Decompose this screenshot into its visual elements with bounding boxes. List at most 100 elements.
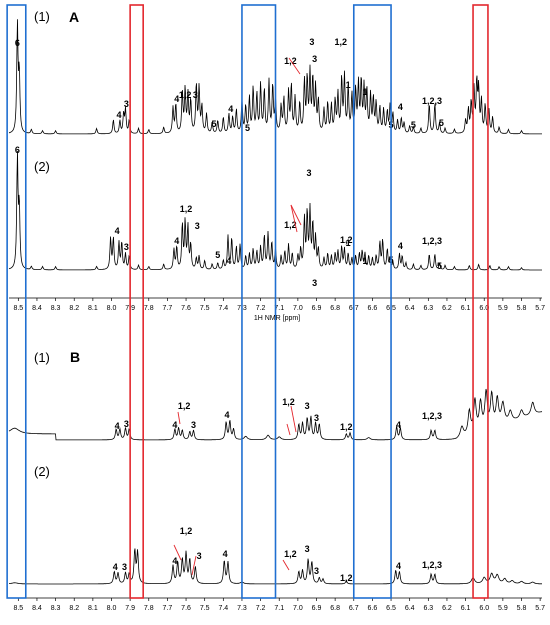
x-axis-b-tick-label: 6.8 (330, 605, 340, 612)
peak-label: 1,2,3 (422, 236, 442, 246)
x-axis-a-tick-label: 6.3 (423, 305, 433, 312)
peak-label: 1,2 (334, 37, 347, 47)
x-axis-b-tick-label: 5.8 (517, 605, 527, 612)
x-axis-b-tick-label: 7.1 (274, 605, 284, 612)
x-axis-a-tick-label: 7.2 (256, 305, 266, 312)
x-axis-a-tick-label: 7.4 (218, 305, 228, 312)
x-axis-b-tick-label: 7.4 (218, 605, 228, 612)
peak-label: 5 (439, 118, 444, 128)
x-axis-a-tick-label: 8.3 (51, 305, 61, 312)
peak-annotations: 643 4 1,2 35451,2331,2115451,2,356431,24345… (15, 37, 444, 583)
panel-letter-a: A (69, 9, 79, 25)
peak-label: 1,2 (179, 90, 192, 100)
peak-label: 1,2 (340, 235, 353, 245)
x-axis-b-tick-label: 7.5 (200, 605, 210, 612)
peak-label: 4 (396, 561, 401, 571)
x-axis-b-tick-label: 6.3 (423, 605, 433, 612)
x-axis-b-tick-label: 6.5 (386, 605, 396, 612)
x-axis-b-tick-label: 7.7 (163, 605, 173, 612)
trace-label-a1: (1) (34, 9, 50, 24)
x-axis-b-tick-label: 7.2 (256, 605, 266, 612)
peak-label: 3 (314, 413, 319, 423)
peak-label: 1,2,3 (422, 96, 442, 106)
peak-label: 4 (113, 562, 118, 572)
peak-label: 3 (312, 54, 317, 64)
peak-label: 1,2 (180, 204, 193, 214)
x-axis-a-tick-label: 6.8 (330, 305, 340, 312)
peak-label: 1,2 (180, 526, 193, 536)
x-axis-b-tick-label: 6.6 (368, 605, 378, 612)
x-axis-b-tick-label: 7.3 (237, 605, 247, 612)
peak-label: 1 (362, 256, 367, 266)
peak-label: 3 (195, 221, 200, 231)
x-axis-a-tick-label: 6.4 (405, 305, 415, 312)
x-axis-b-tick-label: 8.1 (88, 605, 98, 612)
x-axis-b-tick-label: 8.4 (32, 605, 42, 612)
peak-label: 4 (174, 94, 179, 104)
peak-label: 1,2 (178, 401, 191, 411)
peak-label: 4 (174, 236, 179, 246)
x-axis-a-tick-label: 8.0 (107, 305, 117, 312)
peak-label: 4 (223, 549, 228, 559)
peak-label: 5 (211, 119, 216, 129)
x-axis-b-tick-label: 6.0 (479, 605, 489, 612)
x-axis-a-tick-label: 8.2 (69, 305, 79, 312)
x-axis-b-tick-label: 6.1 (461, 605, 471, 612)
leader-line (177, 411, 181, 425)
ppm-axes: 8.5 8.4 8.3 8.2 8.1 8.0 7.9 7.8 7.7 7.6 7.5 7.4 7.3 7… (9, 297, 545, 612)
peak-label: 1,2 (284, 220, 297, 230)
peak-label: 6 (15, 145, 20, 155)
peak-label: 4 (116, 110, 121, 120)
x-axis-a-tick-label: 5.7 (535, 305, 545, 312)
peak-label: 3 (312, 278, 317, 288)
highlight-box (352, 4, 392, 599)
peak-label: 5 (245, 123, 250, 133)
peak-label: 1,2 (340, 573, 353, 583)
leader-line (290, 204, 298, 233)
x-axis-b-tick-label: 7.6 (181, 605, 191, 612)
peak-label: 1,2,3 (422, 560, 442, 570)
axis-title-a: 1H NMR [ppm] (254, 315, 300, 322)
x-axis-b-tick-label: 8.2 (69, 605, 79, 612)
x-axis-b-tick-label: 8.0 (107, 605, 117, 612)
peak-label: 4 (396, 420, 401, 430)
x-axis-a-tick-label: 7.6 (181, 305, 191, 312)
x-axis-b-tick-label: 5.9 (498, 605, 508, 612)
x-axis-a-tick-label: 7.5 (200, 305, 210, 312)
x-axis-b-tick-label: 5.7 (535, 605, 545, 612)
leader-line (290, 405, 297, 433)
peak-label: 1 (362, 87, 367, 97)
highlight-boxes (6, 4, 489, 599)
x-axis-a-tick-label: 6.2 (442, 305, 452, 312)
trace-label-a2: (2) (34, 159, 50, 174)
x-axis-a-tick-label: 8.1 (88, 305, 98, 312)
peak-label: 3 (314, 566, 319, 576)
x-axis-b-tick-label: 7.8 (144, 605, 154, 612)
peak-label: 3 (307, 168, 312, 178)
x-axis-b-tick-label: 6.4 (405, 605, 415, 612)
peak-label: 4 (115, 421, 120, 431)
peak-label: 4 (172, 420, 177, 430)
peak-label: 3 (309, 37, 314, 47)
peak-label: 4 (398, 241, 403, 251)
x-axis-b-tick-label: 6.7 (349, 605, 359, 612)
x-axis-a-tick-label: 5.9 (498, 305, 508, 312)
highlight-box (6, 4, 27, 599)
leader-line (282, 559, 290, 571)
peak-label: 3 (191, 420, 196, 430)
trace-label-b2: (2) (34, 464, 50, 479)
trace-label-b1: (1) (34, 350, 50, 365)
highlight-box (241, 4, 277, 599)
peak-label: 4 (115, 226, 120, 236)
x-axis-a-tick-label: 7.1 (274, 305, 284, 312)
highlight-box (472, 4, 489, 599)
panel-letter-b: B (70, 349, 80, 365)
peak-label: 1 (346, 80, 351, 90)
peak-label: 3 (305, 401, 310, 411)
leader-line (191, 555, 197, 576)
peak-label: 6 (15, 38, 20, 48)
leader-line (290, 204, 302, 226)
peak-label: 5 (437, 261, 442, 271)
peak-label: 3 (122, 562, 127, 572)
